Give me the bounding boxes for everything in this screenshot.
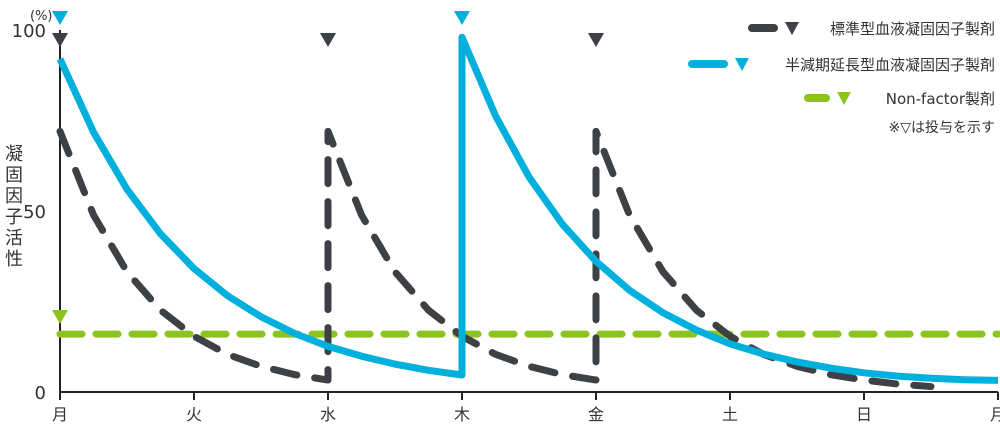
dose-marker — [320, 33, 336, 47]
y-tick-label: 50 — [23, 202, 46, 223]
series-line — [56, 127, 935, 391]
x-tick-label: 水 — [320, 405, 336, 424]
dose-marker — [52, 33, 68, 47]
dose-marker — [52, 310, 68, 324]
x-tick-label: 土 — [722, 405, 738, 424]
y-label-char: 性 — [5, 249, 23, 270]
y-tick-label: 100 — [12, 21, 46, 42]
y-unit: (%) — [30, 9, 53, 24]
legend-dose-marker — [735, 58, 749, 71]
dose-marker — [588, 33, 604, 47]
legend-dose-marker — [837, 92, 851, 105]
y-label-char: 凝 — [5, 144, 23, 165]
dose-note: ※▽は投与を示す — [889, 120, 996, 136]
legend-label: 標準型血液凝固因子製剤 — [830, 20, 995, 38]
y-label-char: 子 — [5, 207, 23, 228]
x-tick-label: 金 — [588, 405, 604, 424]
y-label-char: 因 — [5, 186, 23, 207]
x-tick-label: 月 — [990, 405, 1000, 424]
x-tick-label: 日 — [856, 405, 872, 424]
legend-dose-marker — [785, 22, 799, 35]
x-tick-label: 月 — [52, 405, 68, 424]
y-tick-label: 0 — [35, 383, 46, 404]
legend-label: Non-factor製剤 — [886, 90, 995, 108]
x-tick-label: 火 — [186, 405, 202, 424]
y-label-char: 固 — [5, 165, 23, 186]
series-line — [56, 33, 999, 384]
dose-marker — [454, 11, 470, 25]
x-tick-label: 木 — [454, 405, 470, 424]
dose-marker — [52, 11, 68, 25]
y-label-char: 活 — [5, 228, 23, 249]
legend-label: 半減期延長型血液凝固因子製剤 — [785, 56, 995, 74]
